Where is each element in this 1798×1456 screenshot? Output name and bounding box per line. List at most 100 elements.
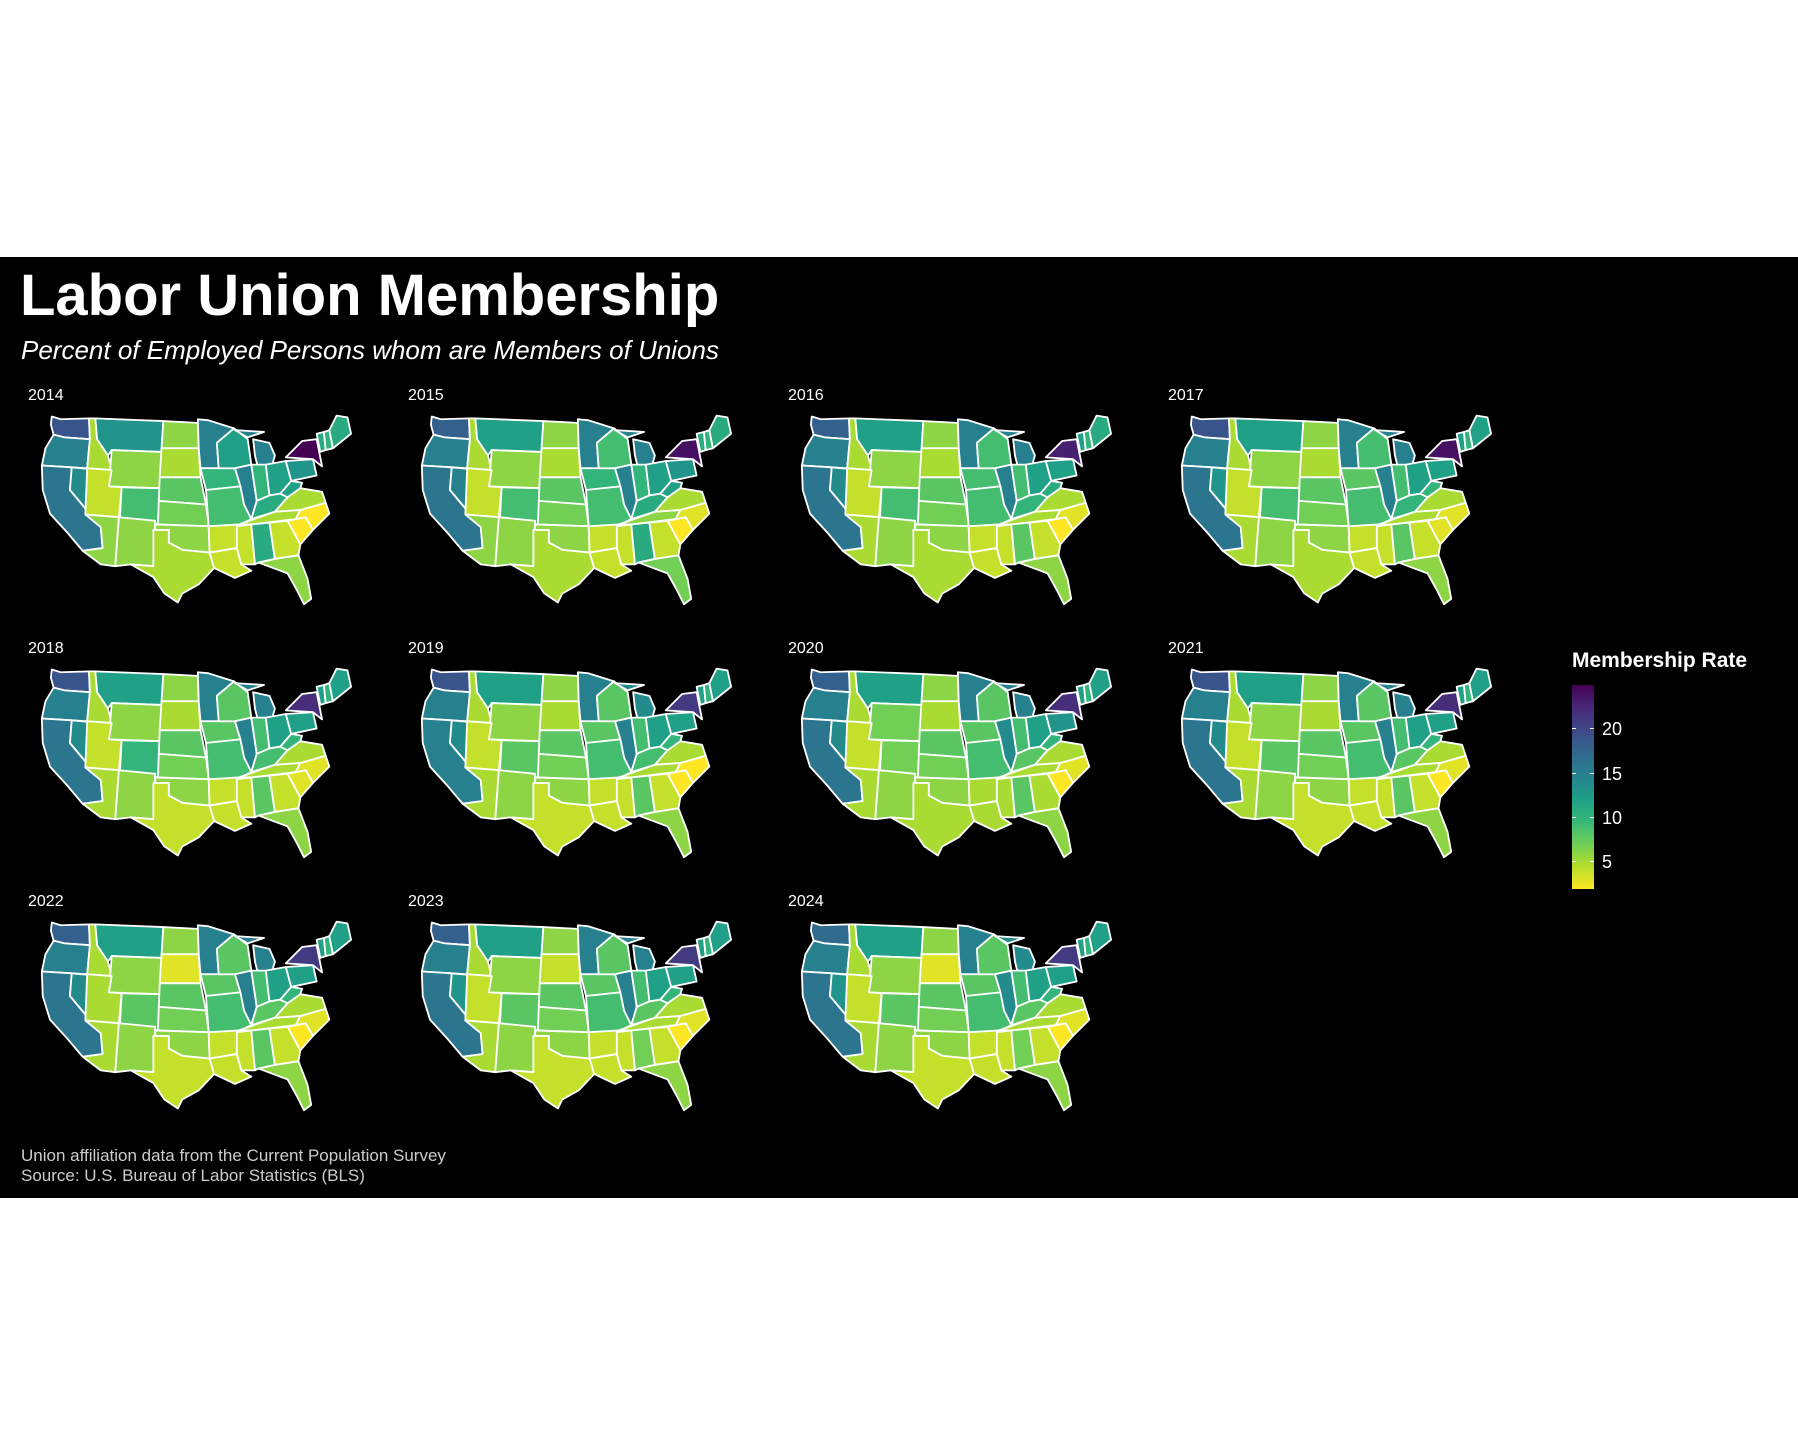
state-ne — [917, 729, 967, 759]
us-map — [800, 667, 1112, 859]
state-fl — [637, 1060, 693, 1112]
state-ks — [537, 1005, 590, 1034]
state-ne — [1297, 476, 1347, 506]
facet-year-label: 2019 — [408, 640, 444, 657]
facet-2024: 2024 — [778, 893, 1128, 1119]
us-map — [40, 920, 352, 1112]
legend-tick: 20 — [1572, 719, 1642, 739]
state-sd — [158, 447, 202, 479]
state-wv — [279, 733, 304, 752]
facet-year-label: 2014 — [28, 387, 64, 404]
state-nd — [920, 926, 960, 956]
facet-2015: 2015 — [398, 387, 748, 613]
state-me — [1468, 667, 1492, 703]
state-pa — [664, 711, 698, 735]
state-ne — [1297, 729, 1347, 759]
facet-year-label: 2024 — [788, 893, 824, 910]
state-nm — [1254, 516, 1297, 568]
state-wy — [108, 449, 163, 490]
state-nm — [874, 769, 917, 821]
state-wv — [659, 986, 684, 1005]
state-or — [800, 686, 851, 723]
state-tx — [889, 782, 976, 857]
chart-title: Labor Union Membership — [20, 263, 720, 328]
state-ny — [284, 438, 323, 468]
state-me — [328, 667, 352, 703]
state-sd — [538, 447, 582, 479]
legend-tick: 15 — [1572, 764, 1642, 784]
state-nd — [540, 926, 580, 956]
us-map — [420, 920, 732, 1112]
state-or — [1180, 686, 1231, 723]
state-me — [708, 667, 732, 703]
state-pa — [664, 458, 698, 482]
state-ne — [917, 476, 967, 506]
state-or — [1180, 433, 1231, 470]
facet-year-label: 2021 — [1168, 640, 1204, 657]
state-or — [800, 939, 851, 976]
state-fl — [1397, 807, 1453, 859]
us-map — [1180, 414, 1492, 606]
state-nm — [114, 769, 157, 821]
state-nd — [540, 420, 580, 450]
state-ny — [1044, 691, 1083, 721]
legend-tick: 5 — [1572, 852, 1642, 872]
state-ks — [1297, 499, 1350, 528]
state-fl — [1017, 807, 1073, 859]
state-fl — [1017, 554, 1073, 606]
state-sd — [918, 447, 962, 479]
state-ny — [1424, 438, 1463, 468]
state-nm — [494, 516, 537, 568]
state-nd — [1300, 420, 1340, 450]
us-map — [800, 414, 1112, 606]
facet-year-label: 2022 — [28, 893, 64, 910]
facet-2017: 2017 — [1158, 387, 1508, 613]
state-me — [708, 920, 732, 956]
state-or — [40, 686, 91, 723]
state-sd — [538, 700, 582, 732]
state-sd — [158, 700, 202, 732]
state-sd — [1298, 700, 1342, 732]
state-or — [420, 686, 471, 723]
state-ny — [664, 691, 703, 721]
facet-2022: 2022 — [18, 893, 368, 1119]
state-wv — [659, 733, 684, 752]
state-me — [328, 414, 352, 450]
state-nm — [1254, 769, 1297, 821]
legend-tick-label: 5 — [1602, 852, 1613, 873]
facet-2023: 2023 — [398, 893, 748, 1119]
legend-tick: 10 — [1572, 808, 1642, 828]
state-wv — [279, 986, 304, 1005]
state-or — [40, 433, 91, 470]
state-pa — [284, 458, 318, 482]
state-ks — [157, 499, 210, 528]
state-wv — [1039, 986, 1064, 1005]
state-pa — [1044, 458, 1078, 482]
state-pa — [664, 964, 698, 988]
state-fl — [257, 1060, 313, 1112]
state-fl — [257, 554, 313, 606]
us-map — [420, 414, 732, 606]
chart-subtitle: Percent of Employed Persons whom are Mem… — [21, 335, 719, 365]
legend-gradient — [1572, 685, 1594, 889]
state-wy — [868, 955, 923, 996]
state-wy — [1248, 702, 1303, 743]
state-wy — [868, 702, 923, 743]
state-nd — [160, 926, 200, 956]
state-nd — [920, 420, 960, 450]
state-tx — [509, 529, 596, 604]
state-nm — [114, 516, 157, 568]
facet-2019: 2019 — [398, 640, 748, 866]
color-legend: Membership Rate 20 15 10 5 — [1572, 649, 1792, 909]
state-wv — [659, 480, 684, 499]
state-fl — [257, 807, 313, 859]
state-tx — [889, 1035, 976, 1110]
state-nm — [874, 516, 917, 568]
state-wv — [279, 480, 304, 499]
state-pa — [284, 711, 318, 735]
state-me — [1468, 414, 1492, 450]
state-tx — [1269, 529, 1356, 604]
state-or — [420, 433, 471, 470]
state-me — [1088, 414, 1112, 450]
state-pa — [1424, 458, 1458, 482]
